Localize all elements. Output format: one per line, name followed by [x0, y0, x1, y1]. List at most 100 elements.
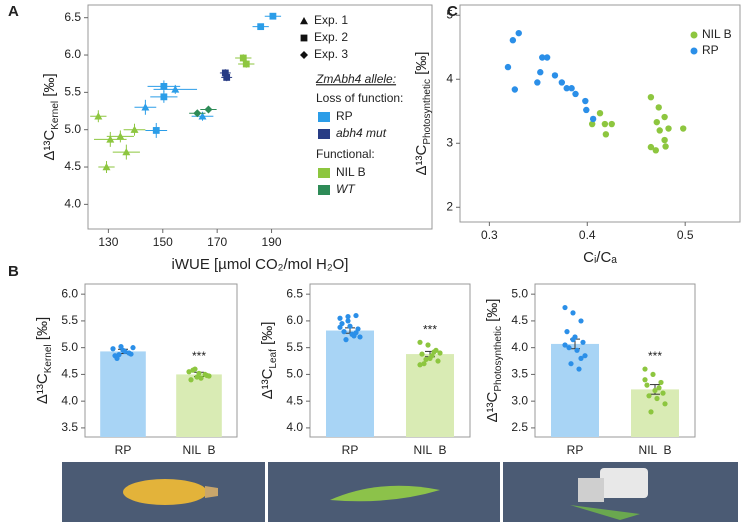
data-point [343, 337, 349, 343]
data-point [602, 131, 610, 138]
panel-label: A [8, 3, 19, 20]
data-point [568, 85, 575, 92]
y-tick-label: 6.0 [64, 47, 81, 61]
data-point [160, 93, 168, 101]
data-point [345, 314, 351, 320]
data-point [661, 136, 668, 144]
y-label-sub: Leaf [268, 349, 279, 369]
data-point [116, 352, 122, 358]
y-label-main: Δ¹³C [484, 391, 501, 422]
x-tick-label: 0.4 [579, 228, 596, 242]
data-point [141, 103, 150, 111]
data-point [588, 120, 596, 128]
data-point [642, 377, 648, 383]
legend-marker [300, 17, 308, 25]
y-axis-label: Δ¹³CLeaf [‰] [259, 322, 279, 400]
data-point [198, 375, 204, 381]
y-label-sub: Kernel [43, 344, 54, 373]
data-point [661, 113, 668, 121]
legend-marker [300, 51, 308, 59]
y-tick-label: 5.0 [61, 340, 78, 354]
data-point [417, 339, 423, 345]
y-tick-label: 3.5 [61, 420, 78, 434]
data-point [435, 358, 441, 364]
data-point [652, 147, 660, 154]
data-point [578, 318, 584, 324]
data-point [582, 97, 589, 105]
data-point [345, 318, 351, 324]
data-point [425, 342, 431, 348]
y-tick-label: 4.0 [61, 393, 78, 407]
data-point [680, 125, 687, 132]
legend-label: NIL B [702, 27, 732, 41]
y-tick-label: 5.5 [64, 85, 81, 99]
y-tick-label: 5.0 [511, 286, 528, 300]
instrument-body [578, 478, 604, 502]
data-point [106, 135, 115, 143]
data-point [421, 361, 427, 367]
y-axis-label: Δ¹³CPhotosynthetic [‰] [484, 299, 504, 423]
y-tick-label: 4.0 [64, 197, 81, 211]
y-tick-label: 6.5 [64, 10, 81, 24]
data-point [576, 366, 582, 372]
data-point [647, 143, 655, 151]
y-axis-label: Δ¹³CKernel [‰] [34, 317, 54, 404]
data-point [509, 37, 517, 44]
x-tick-label: RP [567, 443, 584, 457]
data-point [204, 105, 213, 114]
data-point [206, 373, 212, 379]
y-label-unit: [‰] [259, 322, 276, 350]
plot-frame [309, 283, 471, 438]
y-tick-label: 6.5 [286, 286, 303, 300]
y-axis-label: Δ¹³CPhotosynthetic [‰] [413, 52, 433, 176]
data-point [353, 312, 359, 319]
plot-frame [459, 4, 741, 223]
y-label-unit: [‰] [34, 317, 51, 345]
y-label-unit: [‰] [41, 73, 58, 101]
legend-marker [690, 31, 698, 39]
x-tick-label: 0.3 [481, 228, 498, 242]
x-tick-label: 0.5 [677, 228, 694, 242]
data-point [337, 324, 343, 330]
corn-ear [123, 479, 207, 505]
y-tick-label: 5.5 [286, 340, 303, 354]
significance: *** [423, 322, 437, 336]
data-point [642, 366, 648, 372]
data-point [570, 310, 576, 316]
y-label-main: Δ¹³C [34, 373, 51, 404]
data-point [188, 377, 194, 383]
data-point [504, 63, 512, 71]
x-tick-label: 190 [262, 235, 282, 249]
data-point [537, 69, 544, 76]
y-label-main: Δ¹³C [413, 144, 430, 175]
data-point [558, 79, 566, 86]
y-tick-label: 4.0 [511, 340, 528, 354]
y-label-sub: Photosynthetic [422, 79, 433, 145]
y-tick-label: 2.5 [511, 420, 528, 434]
y-tick-label: 5 [446, 7, 453, 21]
legend-label: Exp. 1 [314, 13, 348, 27]
data-point [589, 115, 597, 123]
data-point [186, 369, 192, 375]
legend-marker [300, 34, 308, 42]
x-tick-label: NIL B [414, 443, 447, 457]
data-point [656, 127, 663, 134]
y-tick-label: 5.5 [61, 313, 78, 327]
bar [631, 389, 679, 437]
plot-frame [87, 4, 433, 230]
data-point [160, 82, 168, 90]
y-label-sub: Photosynthetic [493, 326, 504, 392]
data-point [580, 339, 586, 345]
x-tick-label: RP [115, 443, 132, 457]
data-point [130, 125, 139, 133]
data-point [152, 127, 160, 134]
y-tick-label: 3.0 [511, 393, 528, 407]
data-point [515, 29, 522, 37]
legend-title: ZmAbh4 allele: [315, 72, 396, 86]
data-point [539, 54, 546, 61]
x-tick-label: 130 [98, 235, 118, 249]
data-point [608, 120, 615, 128]
data-point [583, 106, 590, 114]
y-tick-label: 4 [446, 71, 453, 85]
